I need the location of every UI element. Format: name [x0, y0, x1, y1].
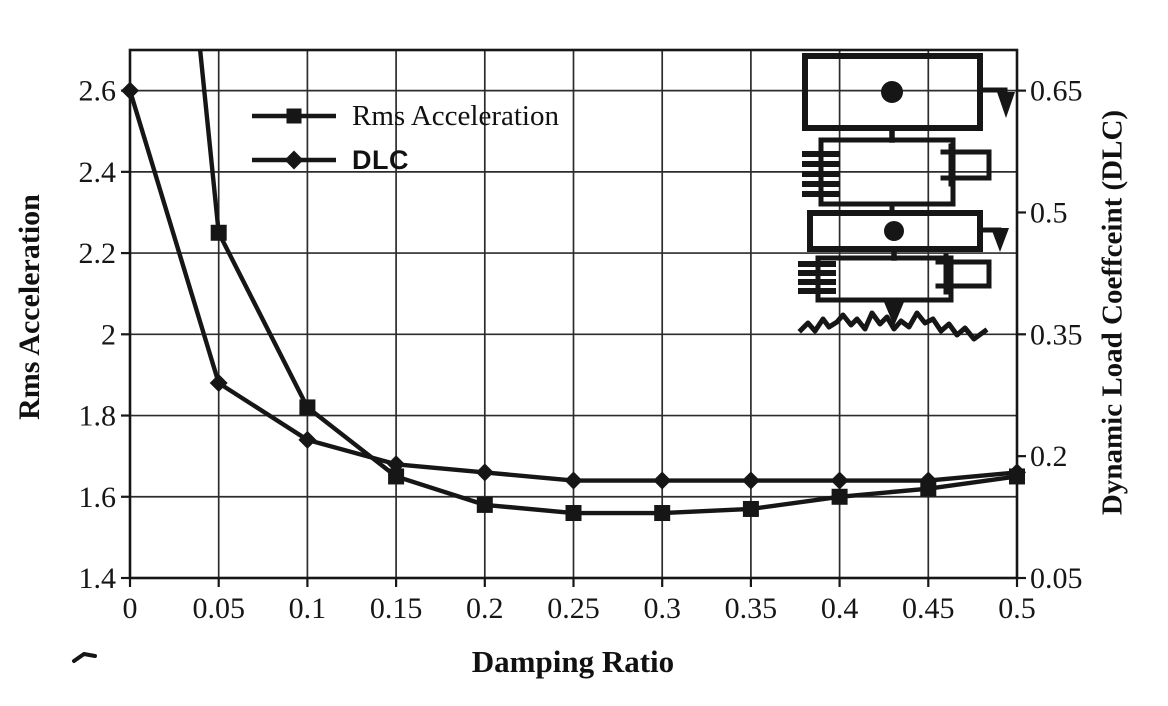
right-y-axis-title: Dynamic Load Coeffceint (DLC)	[1096, 109, 1129, 516]
diamond-marker	[741, 471, 760, 490]
diamond-marker	[475, 463, 494, 482]
x-tick-label-0.45: 0.45	[902, 592, 955, 625]
left-tick-label-1.4: 1.4	[79, 562, 117, 595]
upper-suspension-frame	[818, 137, 956, 216]
square-marker	[299, 399, 316, 416]
diamond-marker	[209, 374, 228, 393]
legend-label-rms-acceleration: Rms Acceleration	[352, 99, 559, 132]
x-tick-label-0.3: 0.3	[643, 592, 681, 625]
road-profile	[797, 310, 989, 342]
diamond-marker	[1008, 463, 1026, 482]
left-tick-label-1.6: 1.6	[79, 481, 117, 514]
x-tick-label-0.25: 0.25	[547, 592, 600, 625]
upper-damper-icon	[940, 143, 992, 187]
legend-item-dlc: DLC	[250, 140, 559, 180]
square-marker	[210, 224, 227, 241]
diamond-marker	[121, 81, 139, 100]
diamond-marker	[387, 455, 406, 474]
unsprung-mass-dot	[884, 221, 904, 241]
right-tick-label-0.2: 0.2	[1030, 440, 1068, 473]
square-marker	[565, 505, 582, 522]
x-tick-label-0.5: 0.5	[998, 592, 1036, 625]
road-input-arrow-icon	[884, 302, 904, 326]
diamond-marker	[564, 471, 583, 490]
tick-labels: 0 0.05 0.1 0.15 0.2 0.25 0.3 0.35 0.4 0.45 0.5 1.4 1…	[79, 75, 1083, 625]
square-marker	[388, 468, 405, 485]
diamond-marker	[919, 471, 938, 490]
x-axis-title: Damping Ratio	[471, 644, 675, 679]
left-y-axis-title: Rms Acceleration	[13, 194, 46, 420]
left-tick-label-2: 2	[101, 318, 116, 351]
unsprung-mass-arrow-icon	[991, 228, 1009, 252]
quarter-car-model-inset	[797, 53, 1015, 342]
diamond-marker	[830, 471, 849, 490]
x-tick-label-0.35: 0.35	[725, 592, 778, 625]
lower-damper-icon	[935, 253, 992, 295]
x-tick-label-0.2: 0.2	[466, 592, 504, 625]
sprung-mass-dot	[881, 81, 903, 103]
x-tick-label-0: 0	[123, 592, 138, 625]
legend-diamond-marker-sample	[252, 150, 336, 170]
axis-ticks	[121, 89, 1026, 587]
lower-spring-icon	[798, 261, 836, 294]
x-tick-label-0.1: 0.1	[289, 592, 327, 625]
diamond-marker	[653, 471, 672, 490]
right-tick-label-0.65: 0.65	[1030, 75, 1083, 108]
right-tick-label-0.35: 0.35	[1030, 318, 1083, 351]
x-tick-label-0.4: 0.4	[821, 592, 859, 625]
x-tick-label-0.15: 0.15	[370, 592, 423, 625]
left-tick-label-2.4: 2.4	[79, 156, 117, 189]
legend-label-dlc: DLC	[352, 144, 409, 175]
left-tick-label-1.8: 1.8	[79, 400, 117, 433]
gridlines	[130, 50, 1017, 578]
right-tick-label-0.5: 0.5	[1030, 196, 1068, 229]
square-marker	[831, 488, 848, 505]
square-marker	[476, 496, 493, 513]
legend-square-marker-sample	[252, 108, 336, 124]
lower-suspension-frame	[815, 255, 954, 303]
left-tick-label-2.6: 2.6	[79, 75, 117, 108]
upper-spring-icon	[802, 151, 840, 197]
square-marker	[654, 505, 671, 522]
series-markers-dlc	[121, 81, 1026, 490]
chart-legend: Rms Acceleration DLC	[250, 96, 559, 180]
legend-item-rms-acceleration: Rms Acceleration	[250, 96, 559, 136]
stray-ink-mark	[72, 652, 97, 663]
square-marker	[742, 500, 759, 517]
left-tick-label-2.2: 2.2	[79, 237, 117, 270]
sprung-mass-arrow-icon	[997, 92, 1015, 118]
diamond-marker	[298, 430, 317, 449]
right-tick-label-0.05: 0.05	[1030, 562, 1083, 595]
x-tick-label-0.05: 0.05	[192, 592, 245, 625]
